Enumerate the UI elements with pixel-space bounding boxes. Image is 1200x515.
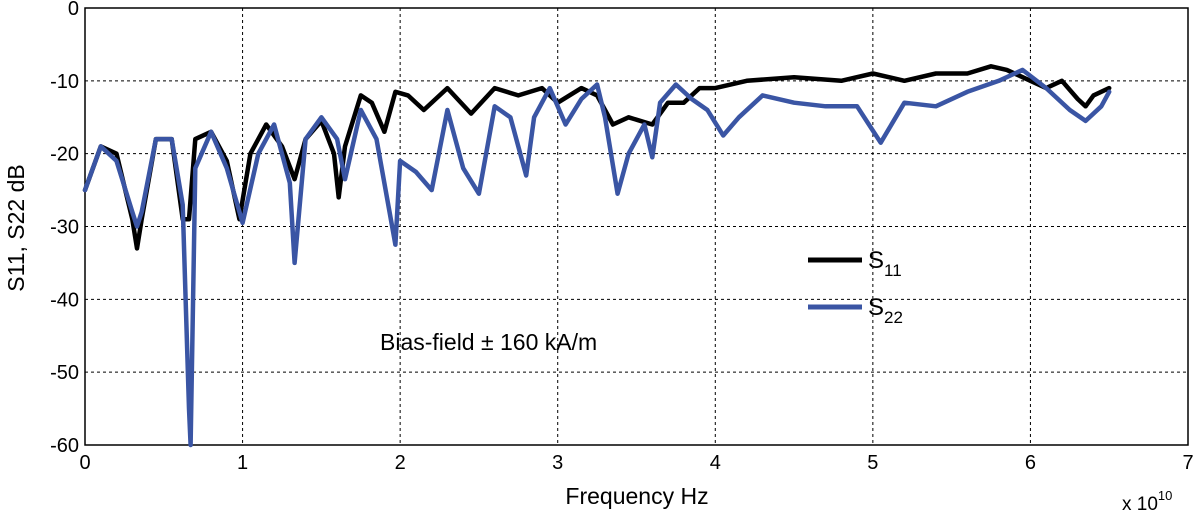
series-line-s11 <box>82 64 1112 251</box>
x-tick-label-2: 2 <box>395 452 406 474</box>
y-axis-label: S11, S22 dB <box>3 164 29 291</box>
y-tick-label-3: -30 <box>50 217 79 239</box>
x-multiplier-base: x 10 <box>1122 494 1158 515</box>
y-tick-label-2: -20 <box>50 144 79 166</box>
x-tick-label-0: 0 <box>79 452 90 474</box>
y-tick-label-5: -50 <box>50 362 79 384</box>
x-tick-label-6: 6 <box>1025 452 1036 474</box>
x-tick-label-3: 3 <box>552 452 563 474</box>
plot-frame <box>84 7 1189 446</box>
series-lines <box>82 64 1112 448</box>
x-axis-label: Frequency Hz <box>565 483 708 509</box>
legend-label-s11-main: S <box>868 247 884 274</box>
legend-label-s11: S11 <box>868 247 902 280</box>
x-multiplier-exponent: 10 <box>1158 488 1172 503</box>
tick-labels: 0 1 2 3 4 5 6 7 0 -10 -20 -30 -40 -50 -60 <box>50 0 1193 474</box>
y-tick-label-1: -10 <box>50 71 79 93</box>
x-tick-label-1: 1 <box>237 452 248 474</box>
legend-label-s22-sub: 22 <box>884 308 903 327</box>
x-tick-label-4: 4 <box>710 452 721 474</box>
legend-label-s22: S22 <box>868 294 903 327</box>
grid-lines <box>85 8 1188 445</box>
x-axis-multiplier: x 1010 <box>1122 488 1172 515</box>
bias-field-annotation: Bias-field ± 160 kA/m <box>380 329 597 355</box>
series-line-s22 <box>82 67 1112 448</box>
legend-label-s22-main: S <box>868 294 884 321</box>
y-tick-label-0: 0 <box>68 0 79 20</box>
y-tick-label-4: -40 <box>50 289 79 311</box>
x-tick-label-5: 5 <box>867 452 878 474</box>
legend: S11 S22 <box>808 247 903 327</box>
y-tick-label-6: -60 <box>50 435 79 457</box>
x-tick-label-7: 7 <box>1182 452 1193 474</box>
legend-label-s11-sub: 11 <box>884 261 902 280</box>
